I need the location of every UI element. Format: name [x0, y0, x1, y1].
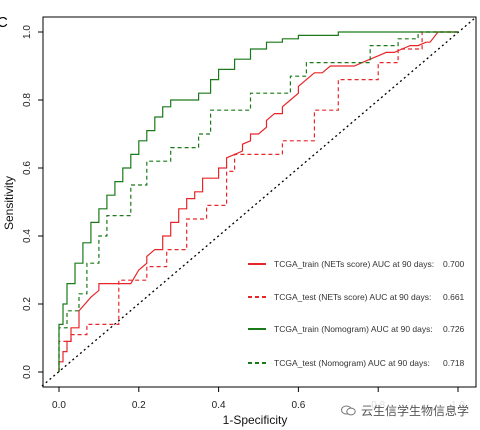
roc-curve-3 — [58, 31, 458, 372]
y-tick-label: 0.2 — [22, 297, 33, 311]
legend-label: TCGA_test (Nomogram) AUC at 90 days: — [274, 358, 430, 368]
roc-curves — [41, 17, 476, 387]
roc-curve-2 — [58, 31, 458, 372]
y-tick-label: 0.0 — [22, 365, 33, 379]
legend-auc-value: 0.700 — [443, 259, 465, 269]
x-tick-label: 0.4 — [212, 400, 226, 411]
x-tick-label: 0.0 — [52, 400, 66, 411]
legend-label: TCGA_train (NETs score) AUC at 90 days: — [274, 259, 434, 269]
roc-curve-4 — [58, 31, 458, 372]
watermark: 云生信学生物信息学 — [337, 401, 472, 420]
roc-curve-1 — [58, 31, 458, 372]
watermark-text: 云生信学生物信息学 — [360, 404, 469, 418]
legend-label: TCGA_test (NETs score) AUC at 90 days: — [274, 292, 431, 302]
y-tick-label: 1.0 — [22, 25, 33, 39]
y-tick-label: 0.6 — [22, 161, 33, 175]
y-axis-title: Sensitivity — [2, 176, 16, 230]
legend-label: TCGA_train (Nomogram) AUC at 90 days: — [274, 324, 433, 334]
x-tick-label: 0.6 — [291, 400, 305, 411]
panel-label: C — [0, 14, 8, 31]
wechat-icon — [340, 405, 356, 416]
x-axis-title: 1-Specificity — [223, 413, 288, 427]
x-tick-label: 0.2 — [132, 400, 146, 411]
plot-frame — [42, 16, 477, 388]
y-tick-label: 0.8 — [22, 93, 33, 107]
legend-auc-value: 0.718 — [443, 358, 465, 368]
legend-auc-value: 0.661 — [443, 292, 465, 302]
y-axis: 0.0 0.2 0.4 0.6 0.8 1.0 — [22, 25, 43, 379]
legend-auc-value: 0.726 — [443, 324, 465, 334]
y-tick-label: 0.4 — [22, 229, 33, 243]
legend: TCGA_train (NETs score) AUC at 90 days: 0… — [248, 259, 465, 368]
